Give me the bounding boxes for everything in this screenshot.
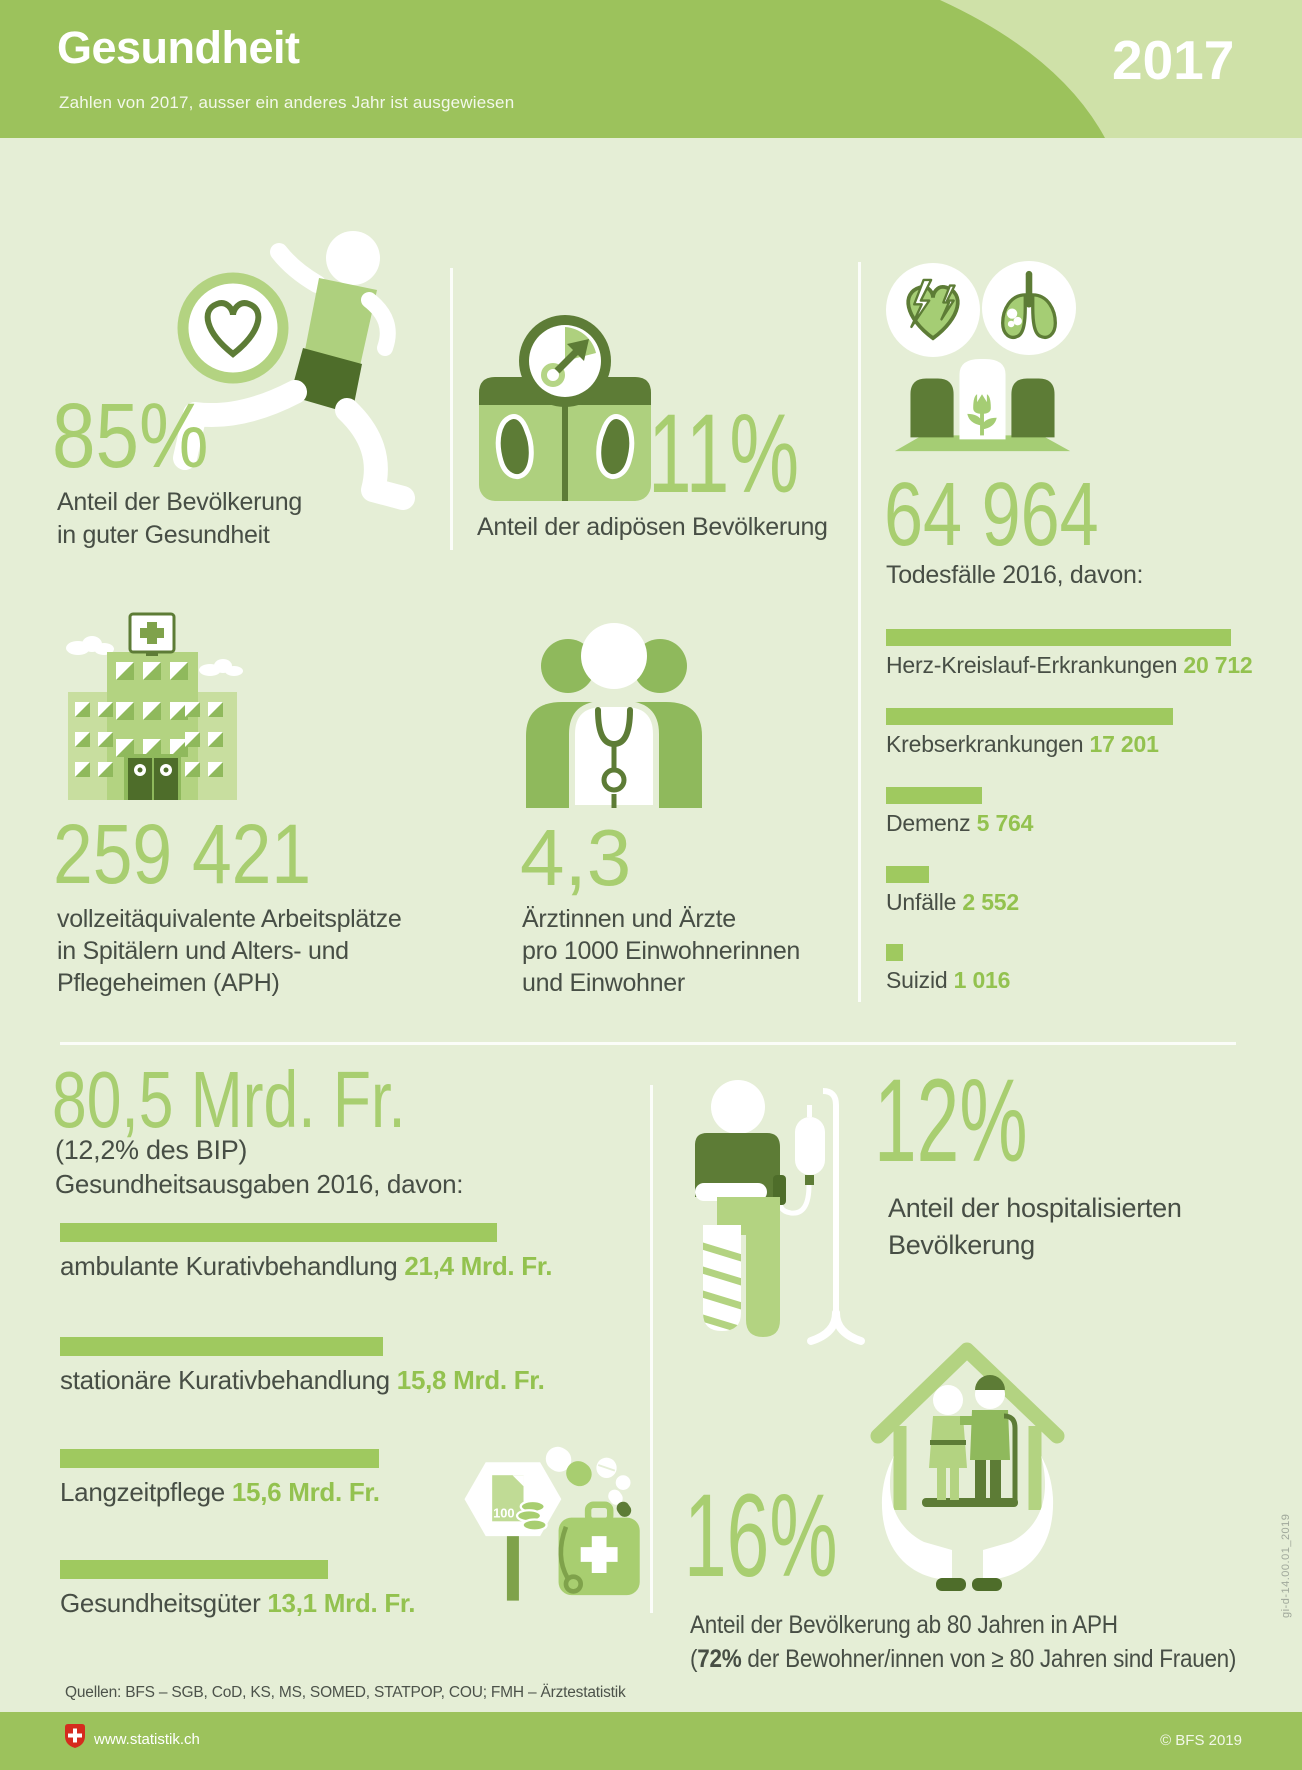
runner-heart-icon [173, 231, 415, 510]
divider-horizontal [60, 1042, 1236, 1045]
cost-row-ambulant: ambulante Kurativbehandlung 21,4 Mrd. Fr… [60, 1223, 620, 1282]
cost-bar-langzeit [60, 1449, 379, 1468]
cost-label-ambulant: ambulante Kurativbehandlung [60, 1251, 398, 1281]
page-title: Gesundheit [57, 22, 300, 73]
stat-health-caption: Anteil der Bevölkerung in guter Gesundhe… [57, 486, 302, 552]
aph-line2-bold-value: 72% [697, 1645, 742, 1673]
health-goods-icon: 100 [464, 1446, 640, 1601]
footer-band [0, 1712, 1302, 1770]
patient-iv-icon [695, 1080, 865, 1345]
stat-deaths-value: 64 964 [884, 465, 1099, 565]
banknote-100-label: 100 [493, 1506, 515, 1521]
stat-aph-caption-line2: (72% der Bewohner/innen von ≥ 80 Jahren … [690, 1642, 1236, 1676]
stat-doctors-caption-line2: pro 1000 Einwohnerinnen [522, 937, 801, 965]
hospital-icon [66, 612, 243, 800]
stat-health-caption-line1: Anteil der Bevölkerung [57, 488, 302, 516]
stat-obesity-value: 11% [648, 391, 800, 516]
death-cause-bar-krebs [886, 708, 1173, 725]
death-cause-label-demenz: Demenz [886, 810, 971, 836]
aph-line2-prefix: ( [690, 1645, 698, 1673]
divider-vertical-1 [450, 268, 453, 550]
death-cause-value-unfaelle: 2 552 [962, 889, 1019, 915]
swiss-flag-icon [65, 1724, 85, 1748]
stat-health-caption-line2: in guter Gesundheit [57, 521, 270, 549]
stat-jobs-caption-line1: vollzeitäquivalente Arbeitsplätze [57, 905, 402, 933]
year-badge: 2017 [1112, 29, 1235, 91]
death-cause-bar-unfaelle [886, 866, 929, 883]
aph-line2-rest: der Bewohner/innen von ≥ 80 Jahren sind … [741, 1645, 1237, 1673]
stat-jobs-value: 259 421 [53, 807, 312, 901]
death-cause-row-demenz: Demenz 5 764 [886, 787, 1296, 837]
stat-hospitalized-value: 12% [874, 1055, 1028, 1187]
death-cause-bar-herz [886, 629, 1231, 646]
heart-attack-icon [886, 263, 980, 357]
death-cause-row-unfaelle: Unfälle 2 552 [886, 866, 1296, 916]
cost-value-ambulant: 21,4 Mrd. Fr. [404, 1251, 553, 1281]
website-link[interactable]: www.statistik.ch [94, 1731, 200, 1748]
death-cause-value-herz: 20 712 [1183, 652, 1253, 678]
death-cause-label-unfaelle: Unfälle [886, 889, 957, 915]
stat-doctors-caption-line1: Ärztinnen und Ärzte [522, 905, 736, 933]
death-cause-label-krebs: Krebserkrankungen [886, 731, 1084, 757]
header-corner-shape [940, 0, 1302, 138]
house-care-icon [870, 1342, 1065, 1591]
grave-icon [894, 358, 1071, 452]
stat-aph-caption-line1: Anteil der Bevölkerung ab 80 Jahren in A… [690, 1611, 1118, 1639]
stat-doctors-caption: Ärztinnen und Ärzte pro 1000 Einwohnerin… [522, 903, 800, 999]
stat-aph-value: 16% [684, 1470, 838, 1602]
doctors-icon [526, 623, 702, 808]
death-cause-label-herz: Herz-Kreislauf-Erkrankungen [886, 652, 1178, 678]
lungs-icon [982, 261, 1076, 355]
cost-row-stationaer: stationäre Kurativbehandlung 15,8 Mrd. F… [60, 1337, 620, 1396]
death-cause-value-demenz: 5 764 [976, 810, 1034, 836]
death-cause-value-krebs: 17 201 [1089, 731, 1159, 757]
stat-hospitalized-caption-line1: Anteil der hospitalisierten [888, 1193, 1182, 1223]
cost-value-stationaer: 15,8 Mrd. Fr. [396, 1365, 545, 1395]
divider-vertical-2 [858, 262, 861, 1002]
stat-deaths-caption: Todesfälle 2016, davon: [886, 561, 1144, 589]
stat-hospitalized-caption: Anteil der hospitalisierten Bevölkerung [888, 1190, 1182, 1264]
stat-costs-value: 80,5 Mrd. Fr. [52, 1055, 406, 1144]
death-cause-row-krebs: Krebserkrankungen 17 201 [886, 708, 1296, 758]
cost-label-stationaer: stationäre Kurativbehandlung [60, 1365, 390, 1395]
stat-doctors-value: 4,3 [520, 813, 632, 902]
death-cause-label-suizid: Suizid [886, 967, 948, 993]
death-cause-bar-demenz [886, 787, 982, 804]
death-cause-row-herz: Herz-Kreislauf-Erkrankungen 20 712 [886, 629, 1296, 679]
death-cause-value-suizid: 1 016 [953, 967, 1011, 993]
cost-row-gueter: Gesundheitsgüter 13,1 Mrd. Fr. [60, 1560, 620, 1619]
stat-costs-sub2: Gesundheitsausgaben 2016, davon: [55, 1169, 464, 1199]
publication-code: gi-d-14.00.01_2019 [1280, 1513, 1292, 1618]
cost-value-langzeit: 15,6 Mrd. Fr. [231, 1477, 380, 1507]
cost-bar-ambulant [60, 1223, 497, 1242]
stat-jobs-caption-line2: in Spitälern und Alters- und [57, 937, 349, 965]
stat-obesity-caption: Anteil der adipösen Bevölkerung [477, 513, 828, 541]
divider-vertical-3 [650, 1085, 653, 1613]
cost-row-langzeit: Langzeitpflege 15,6 Mrd. Fr. [60, 1449, 620, 1508]
cost-label-gueter: Gesundheitsgüter [60, 1588, 261, 1618]
death-cause-bar-suizid [886, 944, 903, 961]
stat-jobs-caption-line3: Pflegeheimen (APH) [57, 969, 280, 997]
page-subtitle: Zahlen von 2017, ausser ein anderes Jahr… [59, 93, 515, 112]
header-band: Gesundheit Zahlen von 2017, ausser ein a… [0, 0, 1302, 138]
sources-line: Quellen: BFS – SGB, CoD, KS, MS, SOMED, … [65, 1684, 626, 1701]
stat-doctors-caption-line3: und Einwohner [522, 969, 685, 997]
scale-icon [479, 315, 651, 501]
cost-bar-stationaer [60, 1337, 383, 1356]
cost-label-langzeit: Langzeitpflege [60, 1477, 225, 1507]
copyright-label: © BFS 2019 [1160, 1732, 1242, 1749]
cost-value-gueter: 13,1 Mrd. Fr. [267, 1588, 416, 1618]
stat-health-value: 85% [52, 385, 209, 487]
stat-aph-caption: Anteil der Bevölkerung ab 80 Jahren in A… [690, 1608, 1236, 1676]
stat-jobs-caption: vollzeitäquivalente Arbeitsplätze in Spi… [57, 903, 402, 999]
stat-hospitalized-caption-line2: Bevölkerung [888, 1230, 1035, 1260]
death-cause-row-suizid: Suizid 1 016 [886, 944, 1296, 994]
stat-costs-sub1: (12,2% des BIP) [55, 1135, 248, 1165]
cost-bar-gueter [60, 1560, 328, 1579]
